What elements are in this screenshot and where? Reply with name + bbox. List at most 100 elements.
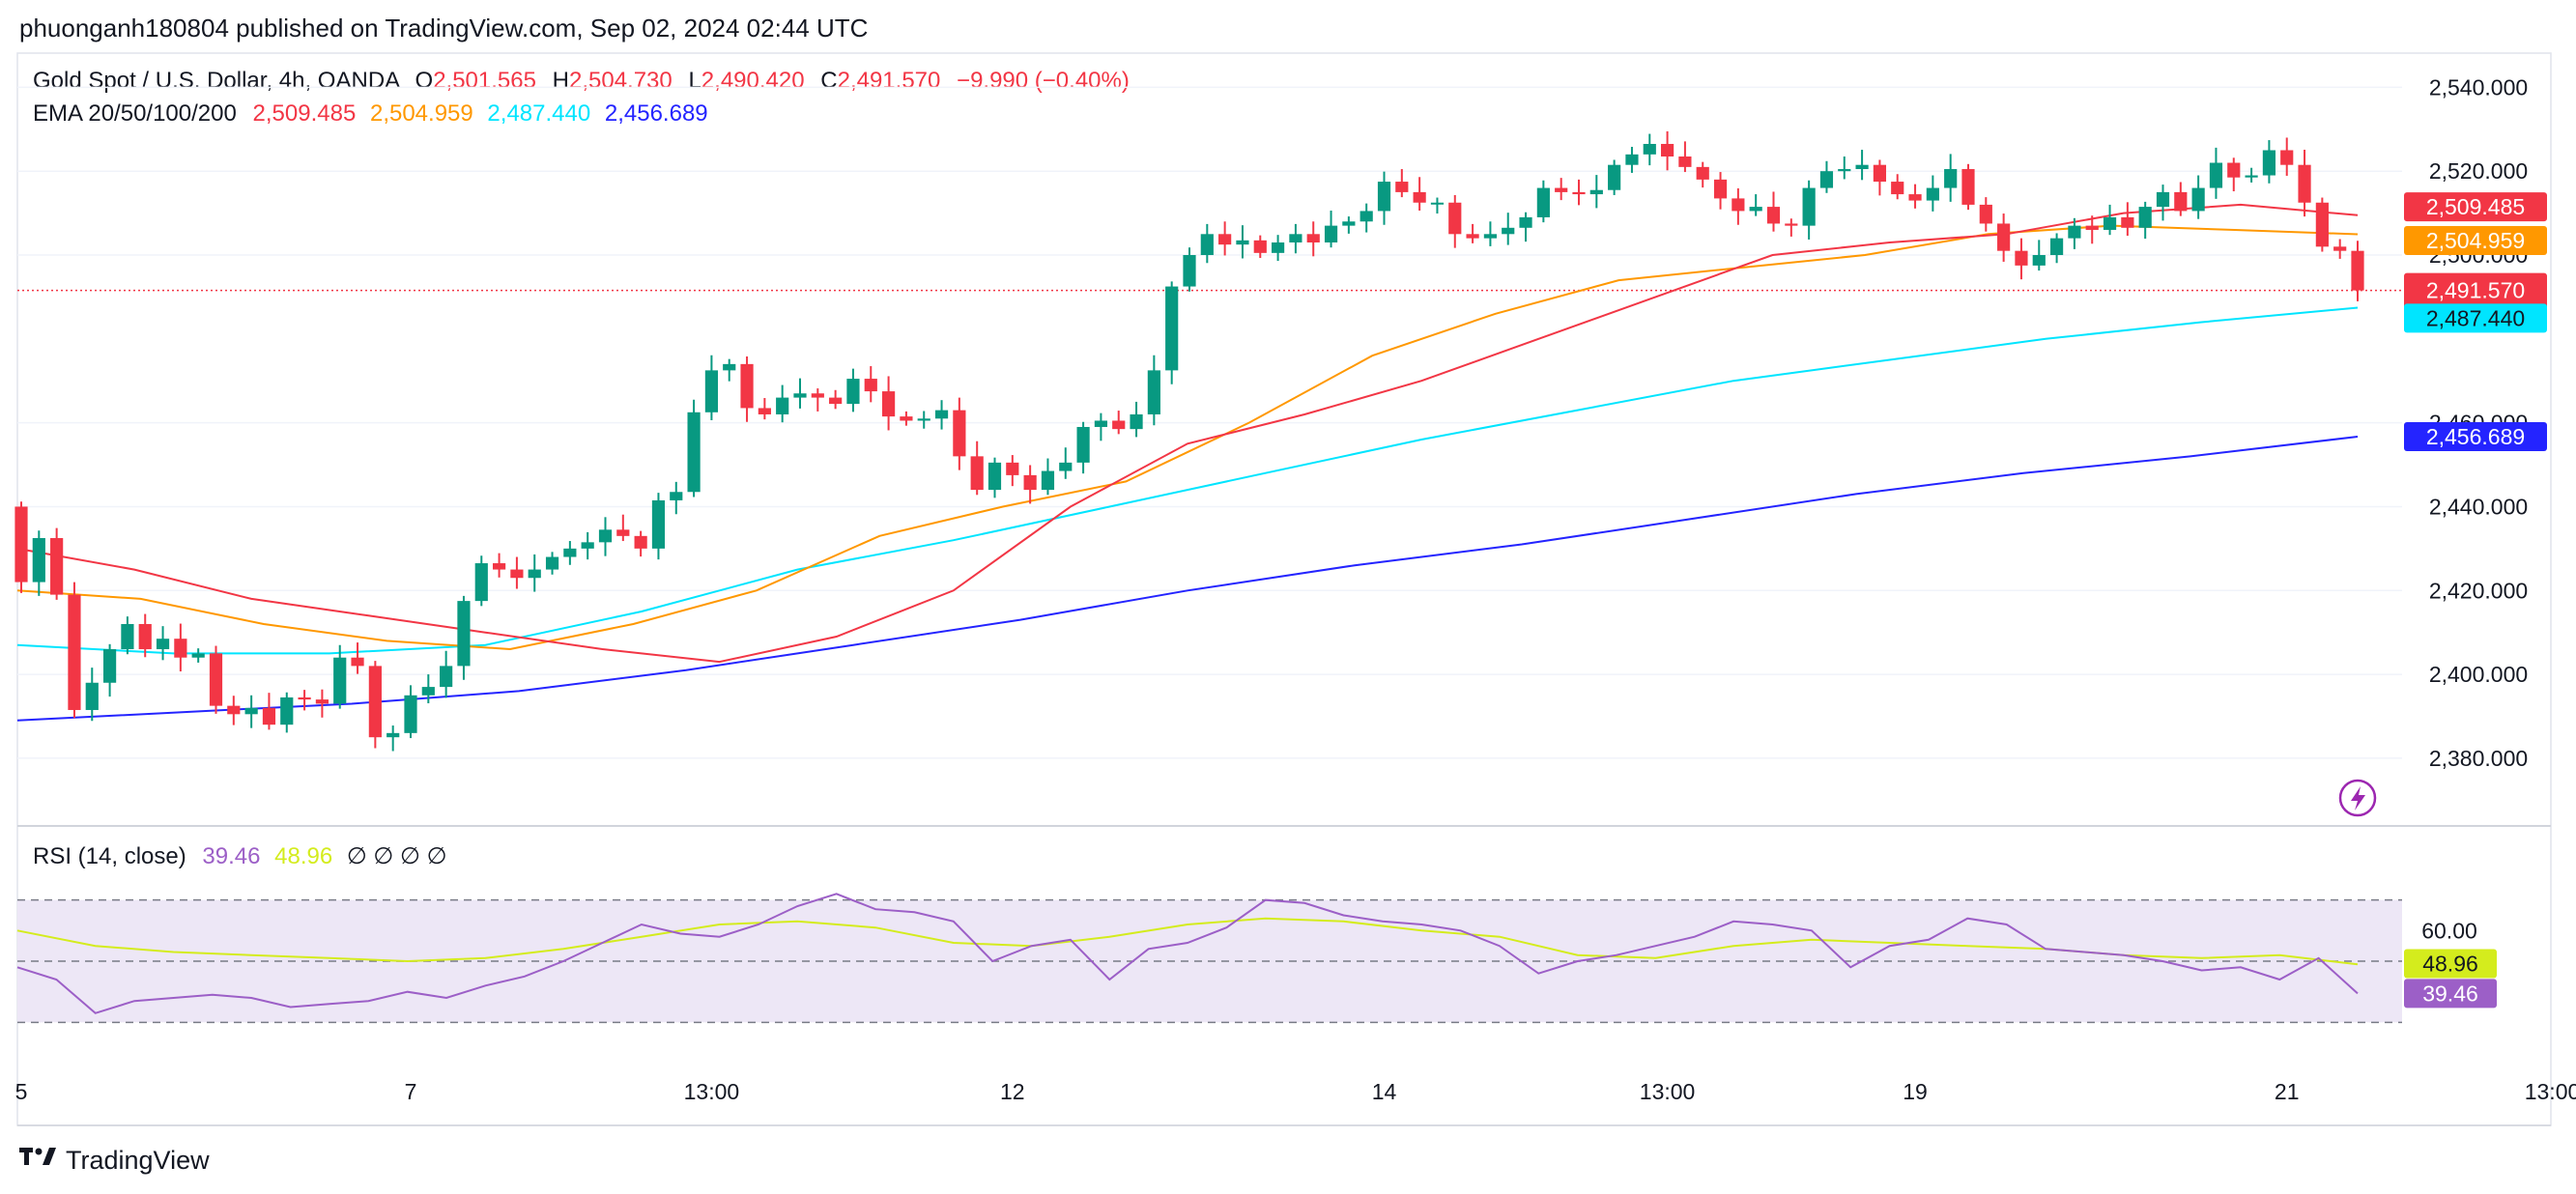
candle	[315, 699, 329, 704]
candle	[386, 732, 400, 738]
candle	[1130, 413, 1143, 430]
candle	[2333, 246, 2347, 251]
ema100-line	[16, 306, 2359, 655]
candle	[1306, 234, 1320, 242]
candle	[1873, 164, 1887, 183]
ema-title[interactable]: EMA 20/50/100/200	[33, 100, 237, 127]
ema-legend: EMA 20/50/100/200 2,509.485 2,504.959 2,…	[33, 100, 708, 128]
last-price-tag: 2,491.570	[2426, 278, 2525, 303]
ema50-tag-bg	[2404, 225, 2547, 255]
candle	[1413, 191, 1426, 203]
price-tick-label: 2,440.000	[2429, 494, 2528, 519]
candle	[2174, 191, 2188, 212]
candle	[634, 535, 647, 549]
candle	[1448, 202, 1462, 235]
candle	[492, 563, 506, 570]
candle	[1502, 227, 1515, 235]
candle	[1342, 221, 1356, 226]
price-tick-label: 2,420.000	[2429, 578, 2528, 603]
candle	[758, 408, 771, 414]
candle	[545, 556, 559, 570]
candle	[1891, 182, 1904, 195]
price-tick-label: 2,380.000	[2429, 746, 2528, 771]
candle	[1094, 420, 1108, 427]
candle	[457, 601, 471, 667]
open-value: 2,501.565	[433, 68, 536, 94]
candle	[651, 499, 666, 549]
candle	[953, 410, 966, 457]
candle	[2103, 216, 2117, 230]
candle	[1395, 182, 1409, 192]
price-tags: 2,509.4852,504.9592,491.57002:15:312,487…	[2404, 192, 2547, 1009]
candle	[1625, 154, 1639, 165]
candle	[1165, 286, 1179, 371]
close-value: 2,491.570	[837, 68, 941, 94]
candle	[1236, 240, 1249, 245]
flash-icon[interactable]	[2338, 779, 2377, 817]
time-tick-label: 13:00	[684, 1079, 740, 1104]
candle	[616, 529, 630, 536]
candle	[298, 696, 311, 700]
candle	[32, 538, 45, 583]
rsi-title[interactable]: RSI (14, close)	[33, 843, 186, 869]
candle	[2315, 202, 2329, 247]
candle	[811, 393, 824, 398]
candle	[1183, 255, 1196, 287]
candle	[1713, 179, 1728, 199]
candle	[1678, 156, 1692, 167]
candle	[1466, 234, 1479, 239]
candle	[262, 707, 276, 725]
candle	[280, 696, 294, 725]
candle	[970, 456, 984, 491]
symbol-name[interactable]: Gold Spot / U.S. Dollar, 4h, OANDA	[33, 68, 399, 94]
candle	[1660, 143, 1674, 157]
candle	[1147, 370, 1160, 414]
candle	[704, 370, 719, 412]
candle	[209, 653, 223, 706]
candle	[1802, 187, 1816, 226]
candle	[1855, 164, 1869, 170]
time-tick-label: 21	[2275, 1079, 2300, 1104]
ema200-value: 2,456.689	[604, 100, 708, 127]
candle	[1324, 225, 1338, 242]
ema50-value: 2,504.959	[369, 100, 473, 127]
candle	[2156, 191, 2170, 208]
candle	[2138, 207, 2152, 228]
ema20-value: 2,509.485	[252, 100, 357, 127]
brand-name: TradingView	[66, 1146, 210, 1175]
candle	[2209, 162, 2223, 188]
ema50-tag: 2,504.959	[2426, 228, 2525, 253]
candle	[121, 623, 134, 650]
high-value: 2,504.730	[568, 68, 673, 94]
candle	[723, 363, 736, 371]
candle	[333, 657, 347, 704]
rsi-tag: 39.46	[2422, 981, 2478, 1006]
rsi-ma-line	[16, 917, 2359, 966]
candle	[1271, 242, 1285, 253]
candle	[1059, 462, 1073, 471]
time-tick-label: 13:00	[1640, 1079, 1696, 1104]
candle	[581, 542, 594, 549]
time-tick-label: 13:00	[2525, 1079, 2576, 1104]
candle	[440, 666, 453, 688]
candle	[2032, 255, 2046, 266]
candle	[1289, 234, 1302, 242]
candle	[1076, 426, 1090, 463]
candle	[1608, 164, 1621, 190]
rsi-ma-tag: 48.96	[2422, 952, 2478, 977]
candle	[1536, 187, 1550, 217]
ema20-tag: 2,509.485	[2426, 194, 2525, 219]
ema100-tag: 2,487.440	[2426, 305, 2525, 330]
candle	[102, 649, 117, 683]
tv-logo-icon	[19, 1146, 58, 1176]
ema100-tag-bg	[2404, 303, 2547, 333]
candle	[829, 397, 843, 405]
candle	[174, 639, 187, 658]
price-tick-label: 2,520.000	[2429, 158, 2528, 184]
candle	[2015, 250, 2028, 266]
candle	[510, 569, 524, 579]
candle	[1766, 207, 1781, 224]
candle	[1572, 191, 1586, 195]
symbol-legend: Gold Spot / U.S. Dollar, 4h, OANDA O2,50…	[33, 68, 1130, 95]
